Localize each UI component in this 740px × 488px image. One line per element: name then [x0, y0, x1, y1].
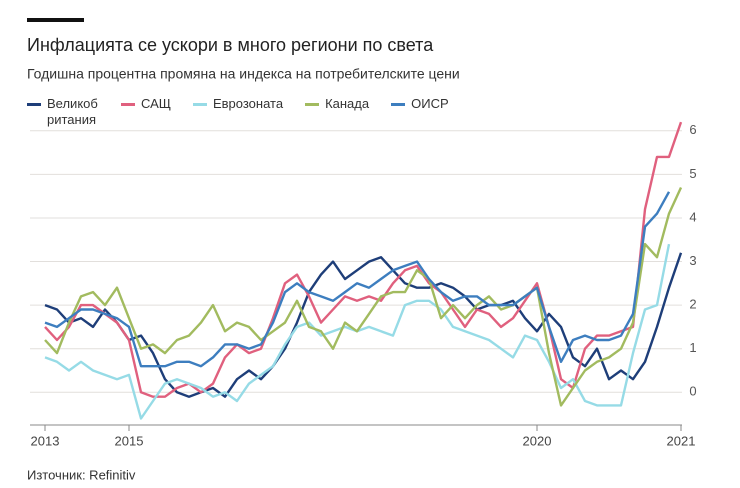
y-tick-label: 0 — [689, 384, 696, 399]
legend-swatch — [192, 103, 207, 106]
legend-label: Еврозоната — [212, 96, 284, 111]
brand-bar — [27, 18, 84, 22]
legend-swatch — [391, 103, 406, 106]
legend-item: Еврозоната — [192, 96, 284, 128]
legend-label: Канада — [325, 96, 370, 111]
legend: Великобритания САЩ Еврозоната Канада ОИСР — [27, 96, 471, 128]
legend-label: САЩ — [141, 96, 171, 111]
y-tick-label: 5 — [689, 166, 696, 181]
legend-label: ОИСР — [411, 96, 449, 111]
x-tick-label: 2020 — [523, 433, 552, 448]
legend-item: Канада — [305, 96, 369, 128]
y-tick-label: 4 — [689, 209, 696, 224]
y-tick-label: 3 — [689, 253, 696, 268]
y-tick-label: 1 — [689, 340, 696, 355]
series-line — [44, 191, 671, 368]
legend-item: САЩ — [121, 96, 171, 128]
y-tick-label: 2 — [689, 297, 696, 312]
legend-swatch — [27, 103, 41, 106]
series-line — [44, 186, 683, 407]
legend-swatch — [121, 103, 135, 106]
legend-swatch — [305, 103, 320, 106]
legend-label: Великобритания — [47, 96, 98, 127]
series-line — [44, 252, 683, 398]
legend-item: ОИСР — [391, 96, 449, 128]
legend-item: Великобритания — [27, 96, 99, 128]
chart-title: Инфлацията се ускори в много региони по … — [27, 35, 434, 55]
x-tick-label: 2013 — [31, 433, 60, 448]
series-line — [44, 121, 683, 398]
source: Източник: Refinitiv — [27, 467, 136, 482]
y-tick-label: 6 — [689, 122, 696, 137]
x-tick-label: 2015 — [115, 433, 144, 448]
chart-subtitle: Годишна процентна промяна на индекса на … — [27, 66, 460, 82]
x-tick-label: 2021 — [667, 433, 696, 448]
